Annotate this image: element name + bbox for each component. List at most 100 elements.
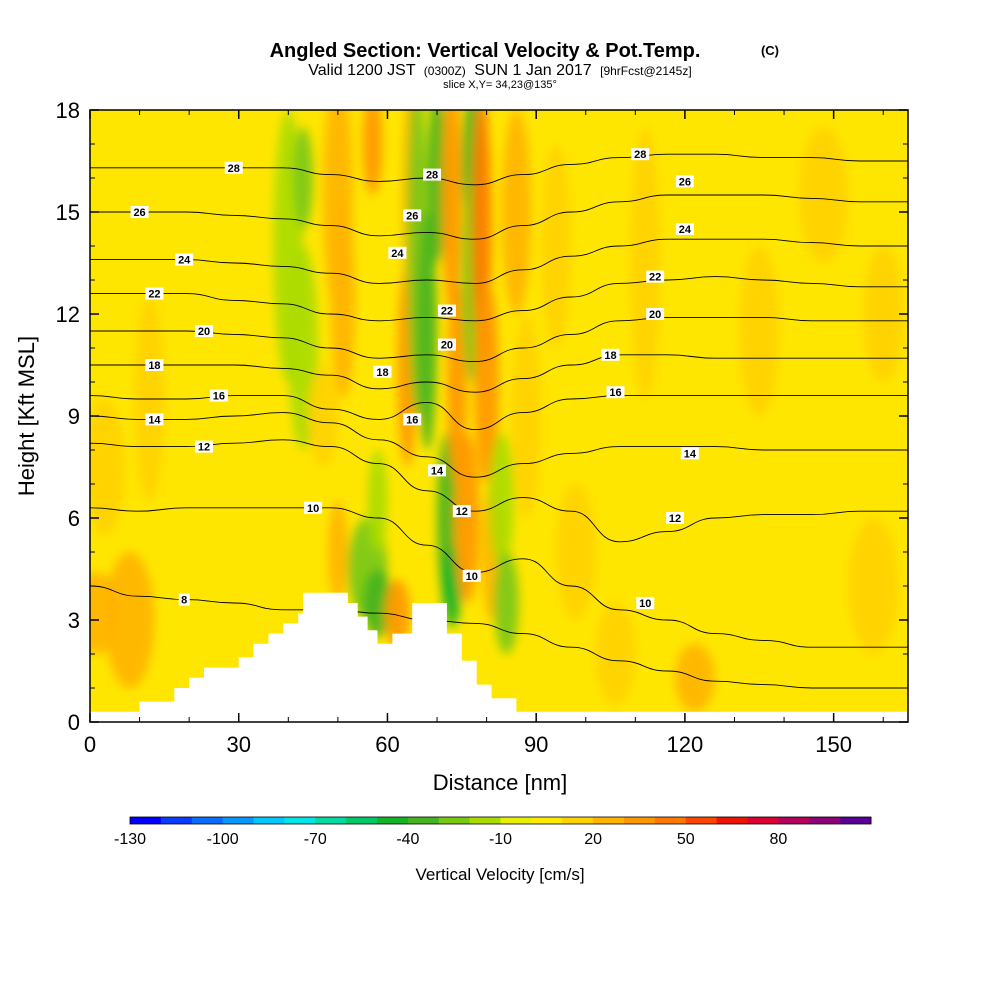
contour-label: 28	[423, 168, 442, 182]
contour-label: 12	[195, 440, 214, 454]
velocity-patch	[798, 127, 849, 263]
y-tick-label: 6	[68, 506, 80, 531]
colorbar-tick-label: 80	[769, 831, 787, 848]
contour-label-text: 26	[406, 210, 418, 222]
velocity-patch	[501, 110, 532, 314]
colorbar-segment	[469, 817, 501, 824]
colorbar-segment	[778, 817, 810, 824]
contour-label-box	[636, 597, 655, 609]
contour-label-box	[195, 440, 214, 453]
theta-contour-24	[90, 238, 908, 284]
contour-label-box	[437, 338, 456, 351]
contour-label-box	[665, 512, 684, 524]
x-tick-label: 150	[815, 732, 852, 757]
colorbar-segment	[222, 817, 254, 824]
colorbar-segment	[130, 817, 162, 824]
contour-label: 14	[145, 413, 164, 426]
theta-contour-10	[90, 507, 908, 648]
contour-label-text: 10	[466, 571, 478, 583]
colorbar-tick-label: -10	[489, 831, 512, 848]
y-tick-label: 9	[68, 404, 80, 429]
velocity-patch	[104, 552, 155, 688]
velocity-patch	[90, 399, 125, 535]
contour-label: 28	[631, 148, 650, 161]
contour-label-text: 28	[426, 170, 438, 182]
velocity-patch	[308, 365, 338, 467]
contour-label-text: 16	[609, 387, 621, 399]
contour-label-text: 18	[376, 367, 388, 379]
velocity-patch	[739, 246, 780, 416]
title-block: Angled Section: Vertical Velocity & Pot.…	[270, 40, 779, 91]
contour-label-text: 26	[679, 176, 691, 188]
x-tick-label: 120	[667, 732, 704, 757]
colorbar-label: Vertical Velocity [cm/s]	[415, 865, 584, 884]
contour-label: 26	[403, 209, 422, 222]
colorbar-segment	[654, 817, 687, 824]
contour-label-text: 16	[406, 414, 418, 426]
velocity-patch	[848, 518, 899, 654]
velocity-patch	[427, 110, 447, 263]
contour-label-box	[680, 447, 699, 460]
contour-label-text: 24	[679, 224, 692, 236]
subtitle-zulu: (0300Z)	[424, 64, 466, 78]
velocity-patch	[494, 552, 519, 654]
colorbar-tick-label: -130	[114, 831, 146, 848]
contour-label-box	[601, 348, 620, 361]
colorbar-tick-label: -70	[304, 831, 327, 848]
colorbar-segment	[840, 817, 872, 824]
velocity-patch	[630, 127, 661, 399]
axes: 0 30 60 90 120 150 0 3 6 9 12 15 18	[56, 98, 908, 757]
colorbar-tick-label: 50	[677, 831, 695, 848]
contour-label: 20	[195, 325, 214, 338]
contour-label: 12	[665, 512, 684, 525]
velocity-field	[90, 110, 904, 712]
contour-label: 24	[675, 223, 694, 236]
colorbar-segment	[809, 817, 841, 824]
velocity-patch	[863, 246, 904, 382]
colorbar-segment	[500, 817, 532, 824]
theta-contour-22	[90, 276, 908, 322]
colorbar-segment	[562, 817, 594, 824]
theta-contour-16	[90, 395, 908, 431]
x-axis-label: Distance [nm]	[433, 770, 568, 795]
contour-label-text: 16	[213, 391, 225, 403]
subtitle-date: SUN 1 Jan 2017	[474, 62, 592, 79]
contour-label-box	[428, 464, 447, 477]
velocity-patch	[446, 280, 467, 484]
contour-label-box	[646, 308, 665, 320]
y-tick-label: 15	[56, 200, 80, 225]
velocity-patch	[441, 110, 462, 314]
colorbar-segment	[593, 817, 625, 824]
velocity-patch	[474, 280, 499, 484]
contour-label-box	[195, 325, 214, 337]
contour-labels: 28 26 24 22 20 18 16 14 12 10 8 28 26 24 22 20 18 16 14 12 1…	[130, 148, 699, 610]
y-axis-label: Height [Kft MSL]	[14, 336, 39, 496]
x-tick-label: 90	[524, 732, 548, 757]
colorbar-tick-label: 20	[584, 831, 602, 848]
contour-label-text: 22	[649, 272, 661, 284]
contour-label-box	[675, 175, 694, 188]
colorbar-segment	[284, 817, 316, 824]
contour-label: 14	[680, 447, 699, 460]
contour-label-text: 20	[649, 309, 661, 321]
contour-label: 22	[145, 287, 164, 301]
contour-label: 16	[403, 413, 422, 426]
y-tick-label: 3	[68, 608, 80, 633]
contour-label-box	[403, 209, 422, 222]
contour-label-text: 12	[669, 513, 681, 525]
contour-label: 12	[452, 505, 471, 518]
theta-contour-18	[90, 354, 908, 393]
contour-label-box	[675, 223, 694, 235]
colorbar-segment	[747, 817, 779, 824]
velocity-patch	[367, 450, 388, 552]
contour-label-box	[462, 569, 481, 582]
subtitle-valid: Valid 1200 JST	[308, 62, 416, 79]
colorbar-segment	[624, 817, 656, 824]
colorbar-segment	[531, 817, 563, 824]
contour-label: 18	[145, 359, 164, 372]
subtitle-forecast: [9hrFcst@2145z]	[600, 64, 692, 78]
contour-label: 18	[373, 365, 392, 379]
colorbar-segment	[407, 817, 440, 824]
contour-label-box	[145, 413, 164, 426]
